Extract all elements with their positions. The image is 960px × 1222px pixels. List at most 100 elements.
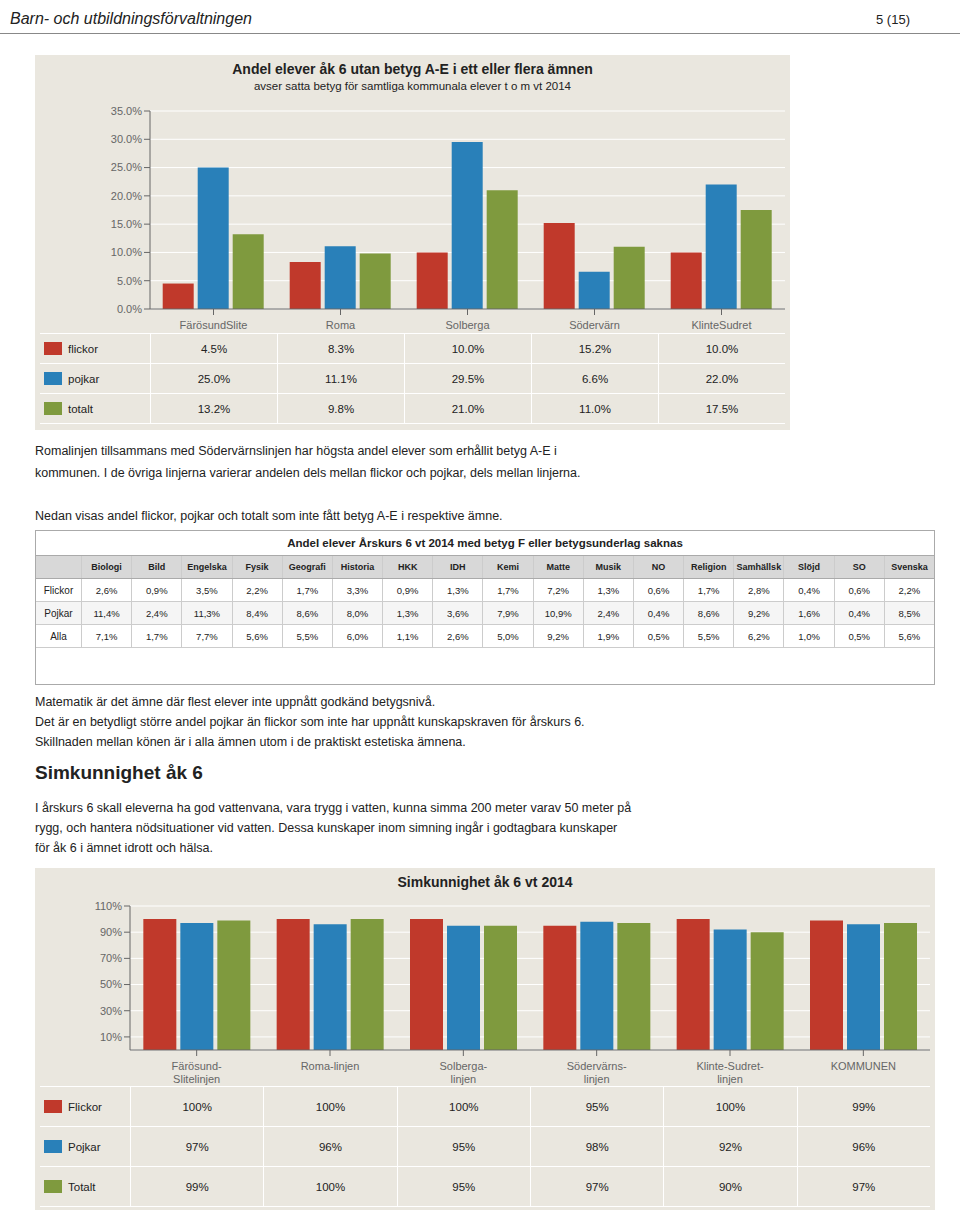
svg-text:Färösund-Slitelinjen: Färösund-Slitelinjen: [172, 1060, 222, 1085]
html-text:95%: 95%: [452, 1180, 476, 1193]
html-text:11,4%: 11,4%: [93, 607, 120, 619]
html-text:Andel elever Årskurs 6 vt 2014: Andel elever Årskurs 6 vt 2014 med betyg…: [287, 537, 683, 549]
html-text:100%: 100%: [449, 1100, 479, 1113]
html-text:13.2%: 13.2%: [197, 402, 231, 415]
svg-text:15.0%: 15.0%: [111, 218, 142, 230]
html-text:99%: 99%: [852, 1100, 876, 1113]
html-text:Nedan visas andel flickor, poj: Nedan visas andel flickor, pojkar och to…: [35, 509, 503, 523]
svg-text:0.0%: 0.0%: [117, 303, 142, 315]
html-text:Andel elever åk 6 utan betyg A: Andel elever åk 6 utan betyg A-E i ett e…: [232, 61, 593, 77]
html-text:kommunen. I de övriga linjerna: kommunen. I de övriga linjerna varierar …: [35, 466, 581, 480]
svg-text:70%: 70%: [100, 952, 122, 964]
html-text:21.0%: 21.0%: [451, 402, 485, 415]
html-text:1,3%: 1,3%: [597, 584, 620, 596]
svg-text:Södervärn: Södervärn: [569, 319, 620, 331]
svg-text:FärösundSlite: FärösundSlite: [180, 319, 248, 331]
svg-text:Roma: Roma: [326, 319, 356, 331]
html-text:totalt: totalt: [68, 402, 93, 415]
html-text:98%: 98%: [585, 1140, 609, 1153]
html-text:100%: 100%: [715, 1100, 746, 1113]
svg-text:10%: 10%: [100, 1031, 122, 1043]
html-text:Matematik är det ämne där fles: Matematik är det ämne där flest elever i…: [35, 695, 436, 709]
svg-text:5.0%: 5.0%: [117, 275, 142, 287]
html-text:Flickor: Flickor: [43, 584, 74, 596]
html-text:2,2%: 2,2%: [898, 584, 921, 596]
html-text:95%: 95%: [452, 1140, 476, 1153]
html-text:2,6%: 2,6%: [95, 584, 118, 596]
html-text:Romalinjen tillsammans med Söd: Romalinjen tillsammans med Södervärnslin…: [35, 444, 557, 458]
svg-text:KOMMUNEN: KOMMUNEN: [831, 1060, 896, 1072]
html-text:för åk 6 i ämnet idrott och hä: för åk 6 i ämnet idrott och hälsa.: [35, 841, 213, 855]
svg-text:90%: 90%: [100, 926, 122, 938]
html-text:97%: 97%: [585, 1180, 609, 1193]
html-text:1,3%: 1,3%: [447, 584, 469, 596]
html-text:2,8%: 2,8%: [748, 584, 770, 596]
html-text:0,9%: 0,9%: [396, 584, 419, 596]
html-text:97%: 97%: [852, 1180, 876, 1193]
html-text:2,2%: 2,2%: [246, 584, 268, 596]
html-text:3,3%: 3,3%: [346, 584, 369, 596]
svg-text:Södervärns-linjen: Södervärns-linjen: [567, 1060, 627, 1085]
html-text:Pojkar: Pojkar: [44, 607, 73, 619]
html-text:6.6%: 6.6%: [581, 372, 609, 385]
html-text:17.5%: 17.5%: [705, 402, 739, 415]
svg-text:Solberga: Solberga: [445, 319, 490, 331]
svg-text:10.0%: 10.0%: [111, 246, 142, 258]
html-text:pojkar: pojkar: [68, 372, 100, 385]
html-text:97%: 97%: [185, 1140, 209, 1153]
html-text:100%: 100%: [315, 1180, 346, 1193]
html-text:flickor: flickor: [68, 342, 98, 355]
html-text:9.8%: 9.8%: [327, 402, 355, 415]
svg-text:25.0%: 25.0%: [111, 161, 142, 173]
html-text:rygg, och hantera nödsituation: rygg, och hantera nödsituationer vid vat…: [35, 821, 618, 835]
html-text:1,7%: 1,7%: [296, 584, 319, 596]
svg-text:Roma-linjen: Roma-linjen: [301, 1060, 360, 1072]
html-text:Pojkar: Pojkar: [68, 1140, 101, 1153]
html-text:0,6%: 0,6%: [848, 584, 870, 596]
html-text:10.0%: 10.0%: [451, 342, 485, 355]
html-text:0,4%: 0,4%: [798, 584, 820, 596]
html-text:100%: 100%: [315, 1100, 346, 1113]
html-text:11.1%: 11.1%: [325, 372, 357, 385]
html-text:99%: 99%: [185, 1180, 209, 1193]
html-text:1,7%: 1,7%: [697, 584, 720, 596]
html-text:90%: 90%: [719, 1180, 742, 1193]
html-text:I årskurs 6 skall eleverna ha: I årskurs 6 skall eleverna ha god vatten…: [35, 801, 632, 815]
html-text:95%: 95%: [585, 1100, 609, 1113]
svg-text:KlinteSudret: KlinteSudret: [692, 319, 752, 331]
html-text:11.0%: 11.0%: [579, 402, 611, 415]
svg-text:35.0%: 35.0%: [111, 105, 142, 117]
svg-text:20.0%: 20.0%: [111, 190, 142, 202]
html-text:0,9%: 0,9%: [145, 584, 168, 596]
html-text:Simkunnighet åk 6 vt 2014: Simkunnighet åk 6 vt 2014: [397, 874, 573, 890]
html-text:10.0%: 10.0%: [705, 342, 739, 355]
svg-text:Solberga-linjen: Solberga-linjen: [439, 1060, 487, 1085]
html-text:avser satta betyg för samtliga: avser satta betyg för samtliga kommunala…: [254, 80, 571, 92]
svg-text:Klinte-Sudret-linjen: Klinte-Sudret-linjen: [696, 1060, 764, 1085]
svg-text:30%: 30%: [100, 1005, 122, 1017]
html-text:Flickor: Flickor: [68, 1100, 102, 1113]
svg-text:30.0%: 30.0%: [111, 133, 142, 145]
html-text:22.0%: 22.0%: [705, 372, 739, 385]
html-text:29.5%: 29.5%: [451, 372, 485, 385]
html-text:96%: 96%: [319, 1140, 342, 1153]
html-text:Totalt: Totalt: [68, 1180, 96, 1193]
html-text:4.5%: 4.5%: [200, 342, 228, 355]
html-text:3,5%: 3,5%: [196, 584, 218, 596]
svg-text:50%: 50%: [100, 978, 122, 990]
html-text:Det är en betydligt större and: Det är en betydligt större andel pojkar …: [35, 715, 585, 729]
html-text:92%: 92%: [719, 1140, 742, 1153]
svg-text:110%: 110%: [95, 900, 123, 912]
html-text:100%: 100%: [182, 1100, 212, 1113]
html-text:96%: 96%: [852, 1140, 876, 1153]
html-text:1,7%: 1,7%: [497, 584, 519, 596]
html-text:8.3%: 8.3%: [327, 342, 355, 355]
html-text:7,2%: 7,2%: [547, 584, 569, 596]
html-text:Skillnaden mellan könen är i a: Skillnaden mellan könen är i alla ämnen …: [35, 735, 466, 749]
html-text:15.2%: 15.2%: [578, 342, 612, 355]
html-text:5 (15): 5 (15): [876, 11, 910, 27]
html-text:Simkunnighet åk 6: Simkunnighet åk 6: [35, 762, 203, 783]
html-text:Barn- och utbildningsförvaltni: Barn- och utbildningsförvaltningen: [10, 10, 252, 27]
html-text:25.0%: 25.0%: [197, 372, 231, 385]
html-text:0,6%: 0,6%: [647, 584, 670, 596]
